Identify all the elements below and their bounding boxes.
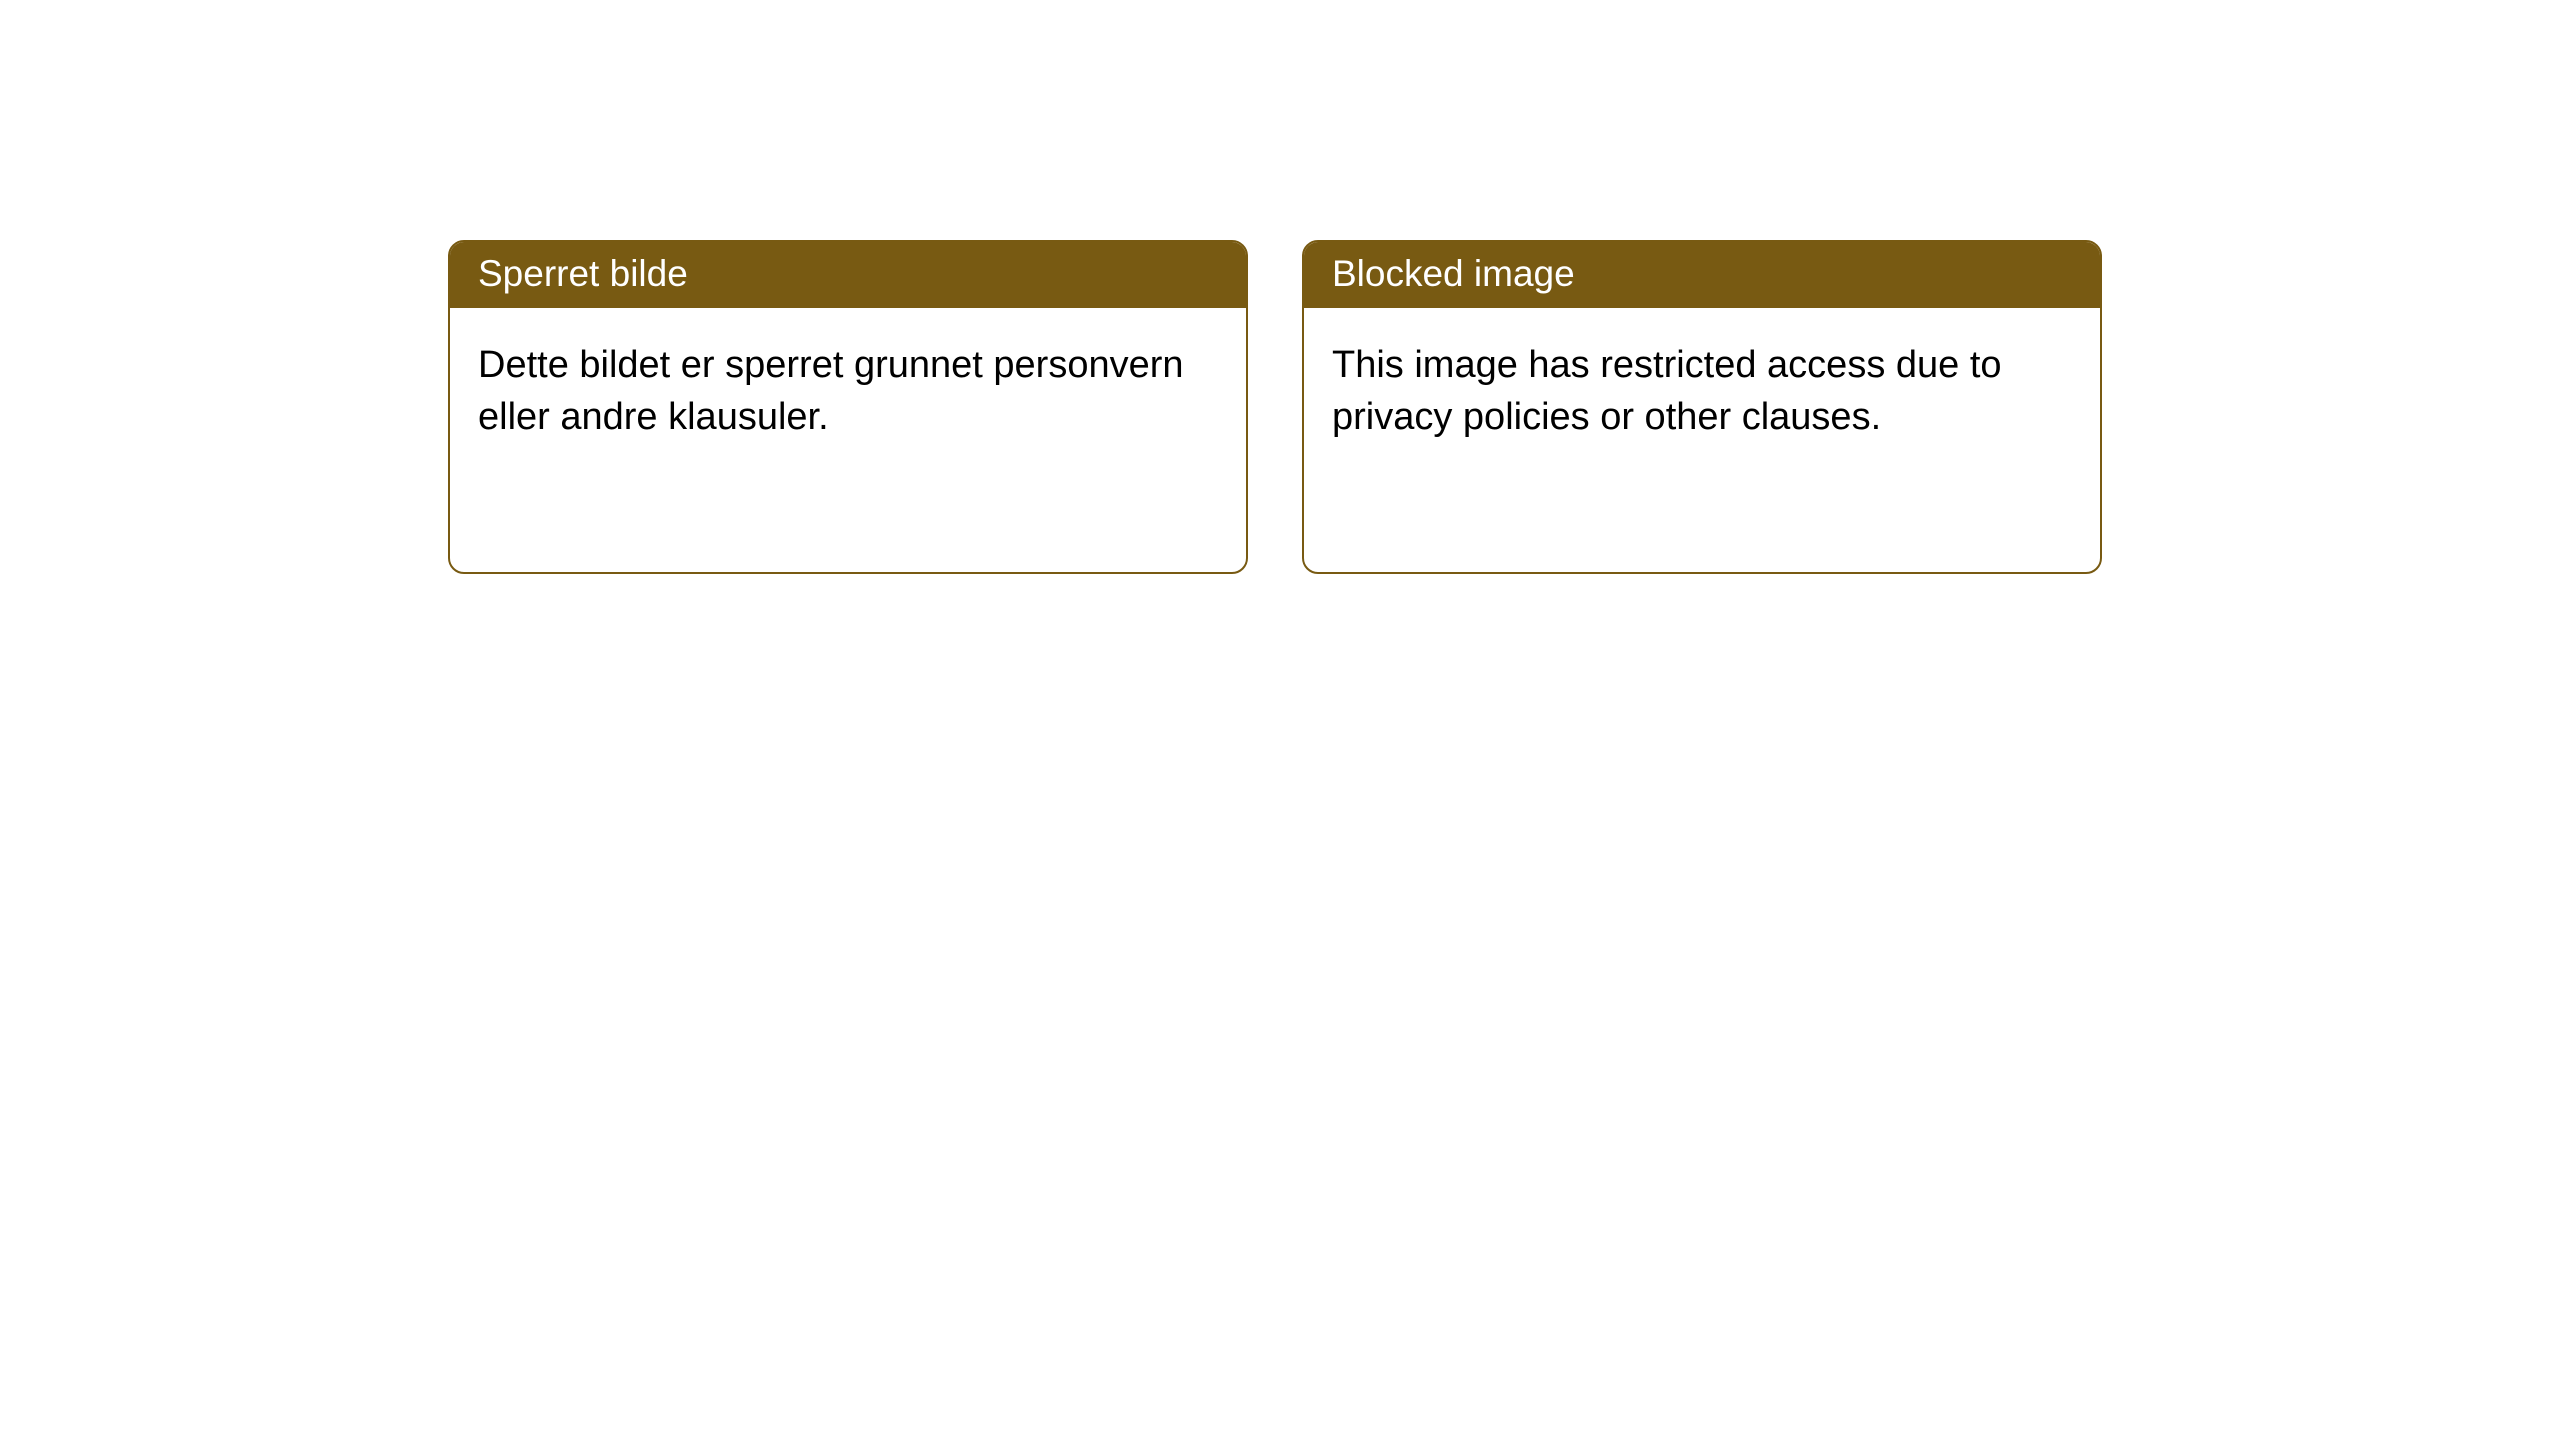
card-body-english: This image has restricted access due to …: [1304, 308, 2100, 475]
card-header-english: Blocked image: [1304, 242, 2100, 308]
card-body-norwegian: Dette bildet er sperret grunnet personve…: [450, 308, 1246, 475]
card-header-norwegian: Sperret bilde: [450, 242, 1246, 308]
blocked-image-cards-container: Sperret bilde Dette bildet er sperret gr…: [448, 240, 2102, 574]
blocked-image-card-norwegian: Sperret bilde Dette bildet er sperret gr…: [448, 240, 1248, 574]
blocked-image-card-english: Blocked image This image has restricted …: [1302, 240, 2102, 574]
